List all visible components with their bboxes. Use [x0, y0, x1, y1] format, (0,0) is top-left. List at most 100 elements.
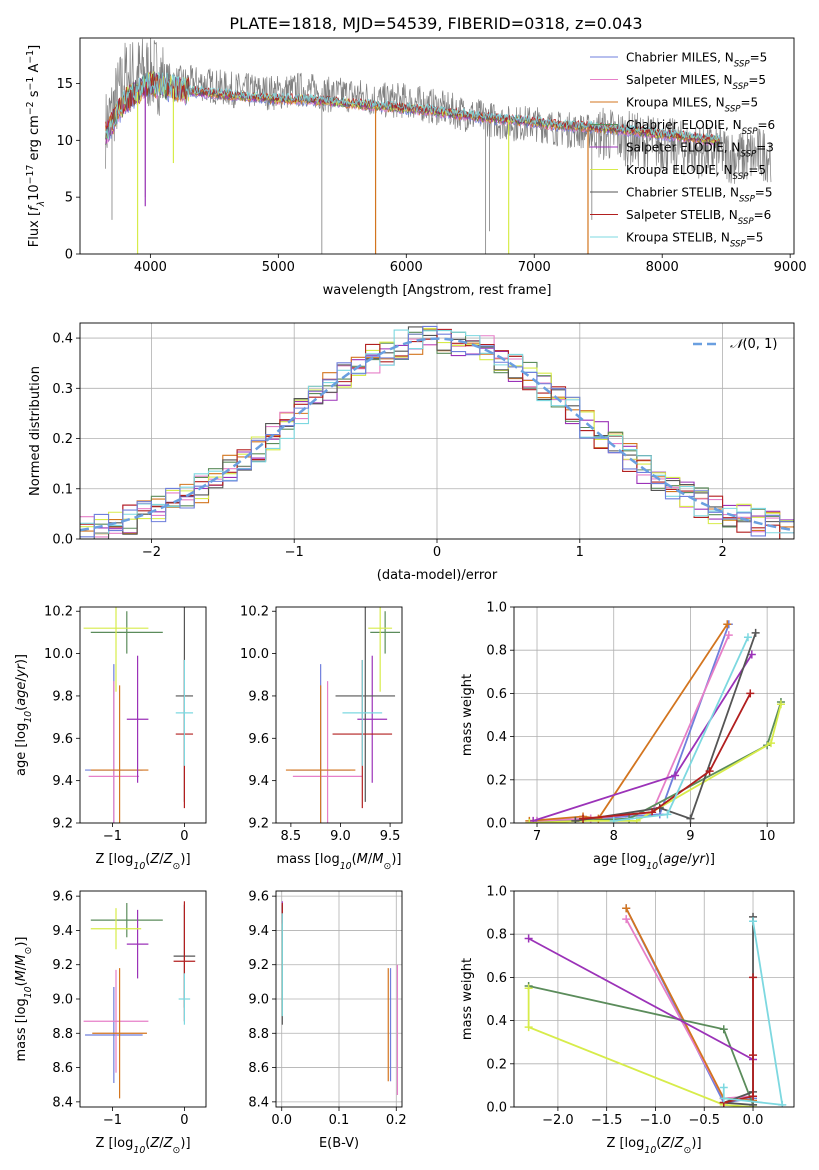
error-bar-point [90, 611, 163, 654]
weight-marker [776, 700, 785, 709]
y-tick-label: 0.2 [486, 773, 507, 788]
legend-entry: Salpeter ELODIE, NSSP=3 [626, 141, 774, 160]
y-tick-label: 9.6 [248, 732, 269, 747]
weight-line [575, 632, 757, 822]
axes-frame [275, 890, 403, 1108]
x-tick-label: 10 [759, 829, 776, 844]
y-tick-label: 5 [65, 191, 73, 206]
panel-age_vs_mass: 8.5 9.0 9.5 9.2 9.4 9.6 9.8 10.0 10.2 mass [log10… [240, 605, 403, 872]
error-bar-point [126, 655, 149, 783]
x-axis-label: wavelength [Angstrom, rest frame] [323, 283, 552, 298]
error-bar-point [88, 681, 140, 823]
y-tick-label: 0.8 [486, 928, 507, 943]
weight-marker [743, 633, 752, 642]
x-tick-label: 1 [576, 545, 584, 560]
x-tick-label: 5000 [262, 260, 295, 275]
y-tick-label: 0.3 [52, 382, 73, 397]
y-tick-label: 8.8 [52, 1027, 73, 1042]
weight-marker [749, 917, 758, 926]
axes-frame [79, 322, 795, 540]
x-tick-label: −1.0 [640, 1113, 672, 1128]
weight-line [528, 937, 754, 1061]
plot-area [105, 38, 772, 254]
weight-line [528, 985, 754, 1106]
error-bar-point [175, 659, 194, 766]
weight-marker [723, 620, 732, 629]
y-tick-label: 0.6 [486, 971, 507, 986]
error-bar-point [92, 968, 147, 1099]
y-tick-label: 0.4 [486, 730, 507, 745]
legend-entry: 𝒩(0, 1) [730, 337, 777, 352]
legend-entry: Kroupa MILES, NSSP=5 [626, 96, 758, 115]
x-tick-label: 6000 [390, 260, 423, 275]
error-bar-point [285, 685, 356, 823]
y-tick-label: 9.4 [248, 924, 269, 939]
axes-frame [275, 606, 403, 824]
x-tick-label: 0.0 [743, 1113, 764, 1128]
y-axis-label: mass weight [460, 958, 475, 1040]
weight-marker [571, 816, 580, 823]
y-tick-label: 9.0 [248, 993, 269, 1008]
y-tick-label: 8.4 [52, 1095, 73, 1110]
weight-line [613, 636, 749, 822]
x-tick-label: 2 [718, 545, 726, 560]
y-tick-label: 0.4 [52, 332, 73, 347]
data-spectrum [105, 38, 772, 184]
y-axis-label: Flux [fλ10−17 erg cm−2 s−1 A−1] [25, 45, 47, 247]
weight-marker [524, 984, 533, 993]
y-tick-label: 9.2 [248, 958, 269, 973]
y-tick-label: 9.2 [52, 958, 73, 973]
legend-entry: Salpeter MILES, NSSP=5 [626, 73, 766, 92]
y-tick-label: 10 [56, 134, 73, 149]
axes-frame [79, 606, 207, 824]
weight-marker [751, 628, 760, 637]
weight-marker [719, 1083, 728, 1092]
y-axis-label: Normed distribution [28, 366, 43, 496]
weight-marker [766, 739, 775, 748]
error-bar-point [85, 987, 143, 1083]
weight-marker [671, 771, 680, 780]
weight-marker [705, 767, 714, 776]
error-bar-point [90, 685, 149, 823]
x-tick-label: 0 [180, 829, 188, 844]
y-tick-label: 10.2 [240, 605, 269, 620]
x-tick-label: 7 [533, 829, 541, 844]
y-tick-label: 0.0 [486, 1101, 507, 1116]
weight-marker [749, 1092, 758, 1101]
x-tick-label: 8 [610, 829, 618, 844]
panel-weight_vs_Z: −2.0 −1.5 −1.0 −0.5 0.0 0.0 0.2 0.4 0.6 0.8 1.0 Z [… [460, 885, 795, 1156]
plot-area [80, 325, 794, 539]
x-tick-label: 9.0 [330, 829, 351, 844]
x-tick-label: −0.5 [688, 1113, 720, 1128]
y-tick-label: 0.2 [486, 1057, 507, 1072]
y-tick-label: 8.8 [248, 1027, 269, 1042]
weight-marker [579, 814, 588, 823]
panel-spectrum: 4000 5000 6000 7000 8000 9000 0 5 10 15 wavelength… [25, 37, 807, 298]
y-tick-label: 8.4 [248, 1095, 269, 1110]
plot-area [525, 620, 785, 823]
x-tick-label: −1 [285, 545, 304, 560]
y-tick-label: 9.8 [52, 689, 73, 704]
y-tick-label: 0 [65, 248, 73, 263]
weight-marker [719, 1094, 728, 1103]
weight-marker [724, 631, 733, 640]
x-tick-label: 4000 [134, 260, 167, 275]
y-tick-label: 10.2 [44, 605, 73, 620]
weight-line [529, 701, 782, 823]
weight-marker [686, 814, 695, 823]
weight-line [582, 692, 752, 820]
histogram-series [80, 326, 794, 539]
weight-marker [609, 816, 618, 823]
y-tick-label: 1.0 [486, 885, 507, 900]
axes-frame [513, 890, 795, 1108]
y-tick-label: 1.0 [486, 601, 507, 616]
weight-marker [648, 808, 657, 817]
axes-frame [79, 37, 795, 255]
panel-mass_vs_Z: −1 0 8.4 8.6 8.8 9.0 9.2 9.4 9.6 Z [log10(Z/Z⊙)] m… [14, 890, 207, 1156]
figure-title: PLATE=1818, MJD=54539, FIBERID=0318, z=0… [229, 14, 642, 33]
y-tick-label: 9.4 [52, 774, 73, 789]
x-tick-label: −1.5 [591, 1113, 623, 1128]
axes-frame [79, 890, 207, 1108]
weight-marker [778, 1100, 787, 1107]
